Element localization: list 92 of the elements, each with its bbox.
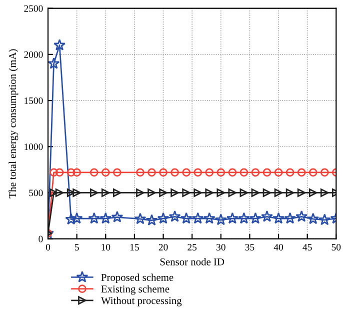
y-axis-title: The total energy consumption (mA): [8, 49, 18, 198]
point: [296, 210, 308, 222]
x-tick-label: 10: [102, 244, 110, 251]
point: [148, 168, 156, 177]
point: [136, 188, 144, 197]
point: [262, 168, 272, 177]
point: [66, 188, 76, 197]
point: [251, 168, 260, 177]
point: [111, 210, 124, 222]
y-tick-label: 0: [38, 236, 43, 242]
point: [65, 213, 78, 225]
point: [320, 188, 329, 197]
point: [286, 188, 294, 197]
point: [90, 188, 98, 197]
x-tick-label: 30: [216, 244, 226, 251]
point: [88, 212, 100, 224]
x-tick-label: 35: [245, 244, 254, 251]
point: [134, 212, 146, 224]
point: [146, 214, 158, 226]
point: [159, 168, 168, 177]
point: [101, 168, 110, 177]
point: [113, 168, 122, 177]
x-tick-label: 15: [130, 244, 139, 251]
point: [320, 168, 329, 177]
point: [66, 168, 76, 177]
x-tick-label: 0: [46, 244, 50, 251]
point: [240, 188, 248, 197]
point: [159, 188, 168, 197]
point: [90, 168, 98, 177]
point: [101, 188, 110, 197]
point: [203, 212, 216, 224]
legend-label: Existing scheme: [101, 285, 170, 295]
y-tick-label: 2500: [24, 5, 43, 12]
point: [182, 188, 190, 197]
point: [205, 168, 214, 177]
x-tick-label: 45: [302, 244, 312, 251]
point: [72, 188, 81, 197]
point: [157, 212, 170, 224]
point: [170, 188, 179, 197]
x-tick-label: 5: [74, 244, 79, 251]
x-tick-label: 20: [158, 244, 168, 251]
y-tick-label: 500: [29, 190, 43, 196]
legend-label: Without processing: [100, 296, 182, 306]
point: [226, 212, 238, 224]
point: [50, 188, 58, 197]
point: [168, 210, 181, 222]
point: [308, 188, 318, 197]
point: [100, 212, 112, 224]
point: [307, 212, 320, 224]
point: [214, 214, 227, 226]
point: [182, 168, 190, 177]
point: [228, 168, 237, 177]
point: [297, 168, 306, 177]
x-axis-title: Sensor node ID: [160, 258, 224, 266]
point: [297, 188, 306, 197]
x-tick-label: 50: [332, 244, 341, 251]
point: [251, 188, 260, 197]
x-tick-label: 25: [188, 244, 197, 251]
point: [136, 168, 144, 177]
point: [70, 212, 83, 224]
point: [205, 188, 214, 197]
point: [194, 168, 202, 177]
point: [318, 214, 331, 226]
point: [272, 212, 284, 224]
x-tick-label: 40: [274, 244, 284, 251]
y-tick-label: 2000: [24, 51, 43, 58]
point: [238, 212, 250, 224]
legend-label: Proposed scheme: [101, 274, 174, 284]
point: [55, 168, 64, 177]
point: [192, 212, 204, 224]
point: [240, 168, 248, 177]
point: [216, 188, 226, 197]
point: [249, 212, 262, 224]
point: [286, 168, 294, 177]
point: [274, 188, 283, 197]
point: [194, 188, 202, 197]
point: [72, 168, 81, 177]
point: [113, 188, 122, 197]
point: [216, 168, 226, 177]
point: [308, 168, 318, 177]
point: [284, 212, 296, 224]
point: [170, 168, 179, 177]
point: [228, 188, 237, 197]
point: [180, 212, 192, 224]
y-tick-label: 1500: [24, 97, 43, 104]
point: [148, 188, 156, 197]
point: [50, 168, 58, 177]
point: [55, 188, 64, 197]
point: [262, 188, 272, 197]
y-tick-label: 1000: [24, 144, 43, 150]
point: [274, 168, 283, 177]
point: [261, 210, 273, 222]
